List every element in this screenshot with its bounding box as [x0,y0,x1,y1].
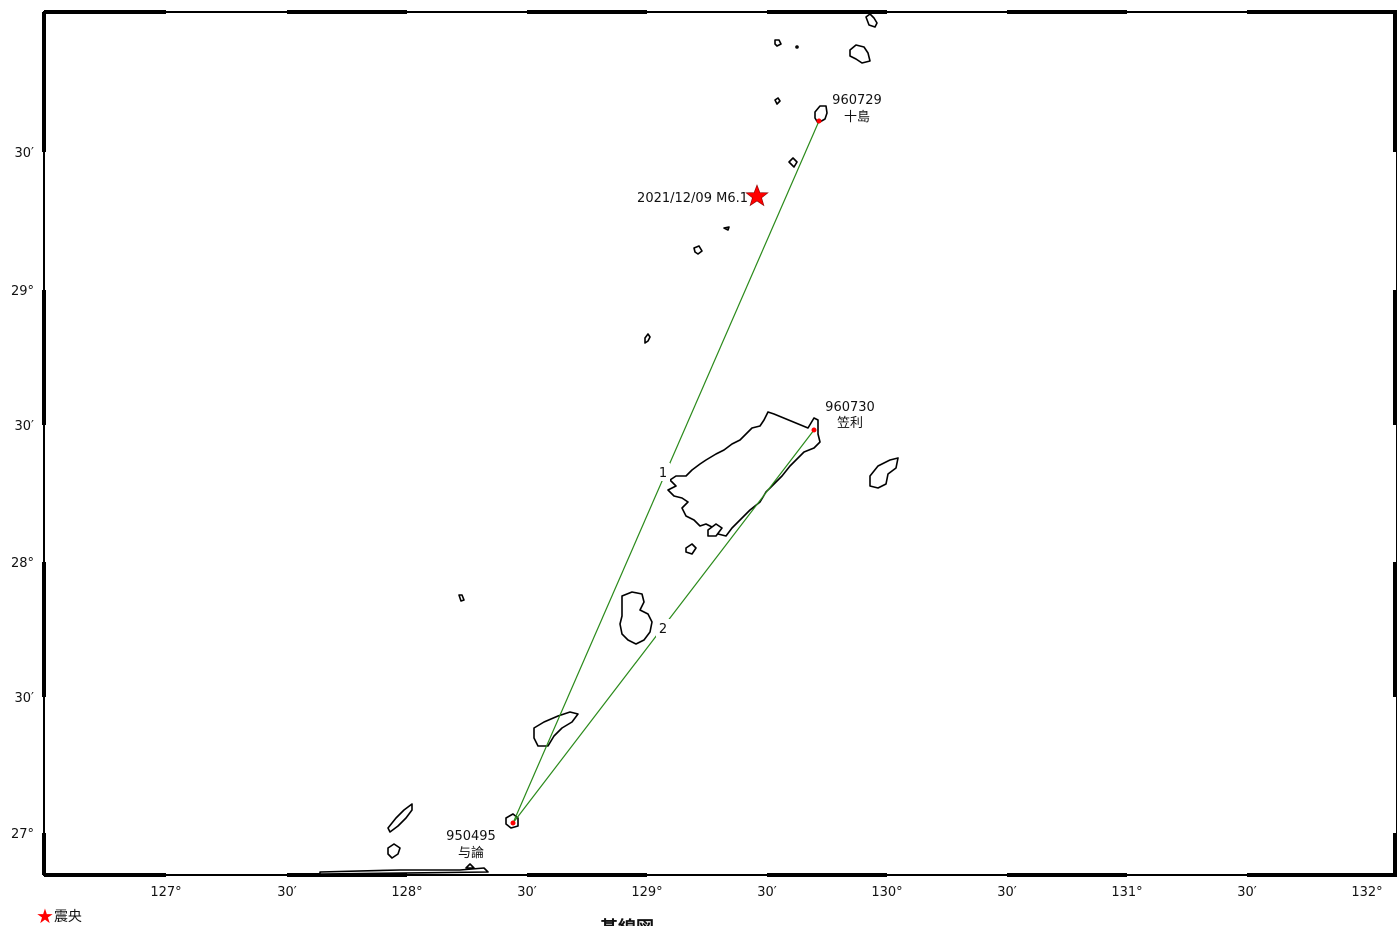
lat-label: 30′ [15,691,35,706]
lon-label: 130° [871,885,902,900]
island-kikai [869,457,899,489]
lon-label: 131° [1111,885,1142,900]
island [685,543,697,555]
station-marker-960729 [816,118,822,124]
lon-label: 30′ [277,885,297,900]
coastlines [319,13,899,875]
baseline-label-bg [656,619,670,637]
island [774,97,781,105]
lon-label: 30′ [997,885,1017,900]
latitude-labels: 30′ 29° 30′ 28° 30′ 27° [11,146,34,842]
baseline-1-label: 1 [659,466,667,481]
island [693,245,703,255]
legend-label: 震央 [53,909,82,925]
map-frame [43,11,1397,876]
map-border-ticks [42,10,1397,877]
island [865,13,878,28]
island-tokunoshima [619,591,653,645]
island [458,594,465,602]
island-okinoerabu [533,711,579,747]
lat-label: 27° [11,827,34,842]
station-marker-960730 [811,427,817,433]
lon-label: 30′ [517,885,537,900]
island [788,157,798,168]
station-id-950495: 950495 [446,829,496,844]
island [465,863,475,869]
epicenter: 2021/12/09 M6.1 [637,184,769,207]
station-name-960730: 笠利 [837,416,863,431]
baselines: 1 2 [512,120,820,824]
legend: ★震央 [36,904,82,928]
longitude-labels: 127° 30′ 128° 30′ 129° 30′ 130° 30′ 131°… [150,885,1382,900]
stations: 960729 十島 960730 笠利 950495 与論 [446,93,882,861]
station-marker-950495 [510,820,516,826]
star-icon [745,184,769,207]
star-icon: ★ [36,904,54,928]
baseline-2-label: 2 [659,622,667,637]
lon-label: 129° [631,885,662,900]
station-id-960729: 960729 [832,93,882,108]
station-id-960730: 960730 [825,400,875,415]
footer-title-partial: 基線図 [600,914,654,926]
island-amami [667,411,821,537]
island [707,523,723,537]
island [774,39,782,47]
island [387,843,401,859]
lat-label: 29° [11,284,34,299]
island [849,44,871,64]
lon-label: 30′ [757,885,777,900]
lon-label: 132° [1351,885,1382,900]
station-name-950495: 与論 [458,845,484,861]
lat-label: 28° [11,556,34,571]
lon-label: 30′ [1237,885,1257,900]
lat-label: 30′ [15,419,35,434]
island [387,803,413,833]
baseline-label-bg [656,463,670,481]
lon-label: 127° [150,885,181,900]
lon-label: 128° [391,885,422,900]
island [723,226,730,231]
island [644,333,651,344]
island-okinawa [319,867,489,875]
epicenter-label: 2021/12/09 M6.1 [637,191,748,206]
lat-label: 30′ [15,146,35,161]
island [795,45,799,49]
station-name-960729: 十島 [844,110,870,125]
